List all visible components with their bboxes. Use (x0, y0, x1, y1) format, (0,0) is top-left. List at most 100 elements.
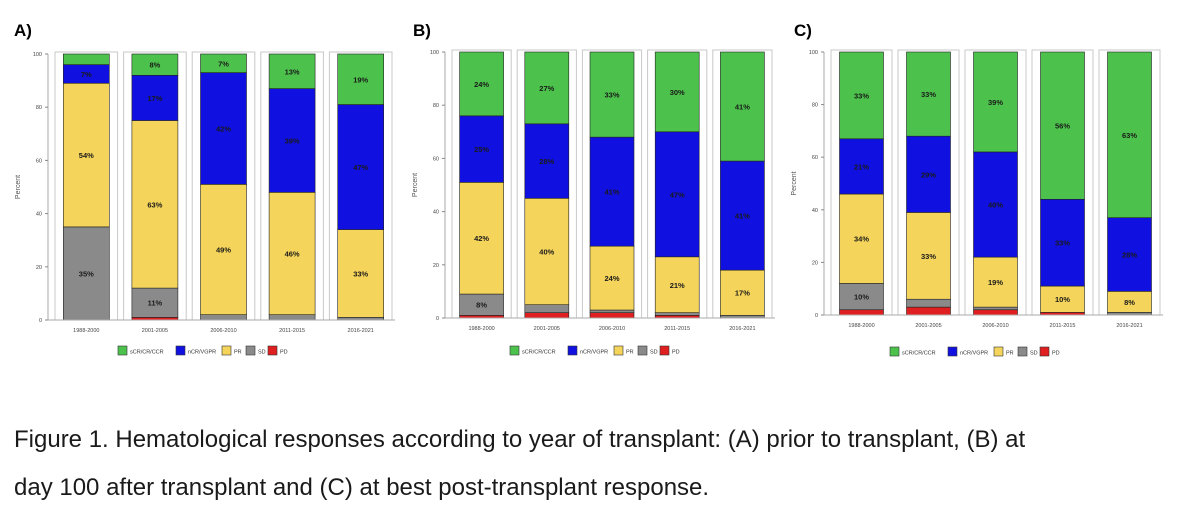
bar-pd (906, 306, 951, 316)
bar-data-label: 40% (988, 201, 1003, 210)
bar-scr-cr-ccr (906, 51, 951, 137)
y-tick-label: 0 (436, 316, 439, 322)
legend-swatch (637, 345, 648, 356)
bar-data-label: 8% (476, 301, 487, 310)
x-tick-label: 2011-2015 (664, 326, 690, 332)
bar-data-label: 17% (735, 289, 750, 298)
x-tick-label: 2001-2005 (142, 328, 168, 334)
x-tick-label: 2001-2005 (915, 323, 941, 329)
panel-label: B) (413, 21, 431, 40)
bar-pr (459, 182, 504, 295)
x-tick-label: 2006-2010 (210, 328, 236, 334)
bar-pr (200, 184, 247, 315)
bar-pr (589, 245, 635, 311)
bar-sd (654, 312, 700, 316)
legend-label: PR (234, 350, 242, 356)
bar-data-label: 10% (1055, 295, 1070, 304)
bar-data-label: 27% (539, 84, 554, 93)
legend-label: PD (1052, 351, 1060, 357)
legend-swatch (567, 345, 578, 356)
bar-data-label: 63% (1122, 131, 1137, 140)
bar-data-label: 33% (1055, 239, 1070, 248)
bar-ncr-vgpr (1040, 198, 1085, 287)
y-tick-label: 0 (39, 318, 42, 324)
bar-sd (200, 314, 247, 321)
bar-pr (654, 256, 700, 313)
legend-label: sCR/CR/CCR (522, 350, 556, 356)
x-tick-label: 2011-2015 (1050, 323, 1076, 329)
bar-pr (131, 120, 179, 289)
panel-label: A) (14, 21, 32, 40)
x-tick-label: 2016-2021 (1116, 323, 1142, 329)
bar-ncr-vgpr (654, 131, 700, 258)
bar-data-label: 17% (147, 94, 162, 103)
bar-data-label: 35% (79, 269, 94, 278)
x-tick-label: 2006-2010 (599, 326, 625, 332)
bar-data-label: 10% (854, 293, 869, 302)
legend-swatch (221, 345, 232, 356)
bar-data-label: 19% (353, 75, 368, 84)
y-tick-label: 20 (812, 260, 818, 266)
bar-data-label: 33% (353, 269, 368, 278)
bar-sd (131, 287, 179, 318)
y-tick-label: 100 (809, 50, 818, 56)
y-tick-label: 80 (36, 105, 42, 111)
y-axis-label: Percent (15, 175, 22, 199)
bar-scr-cr-ccr (654, 51, 700, 133)
bar-data-label: 28% (539, 157, 554, 166)
y-tick-label: 80 (433, 103, 439, 109)
bar-scr-cr-ccr (131, 53, 179, 76)
bar-pd (524, 312, 570, 319)
legend-label: sCR/CR/CCR (130, 350, 164, 356)
y-tick-label: 40 (433, 210, 439, 216)
legend-label: nCR/VGPR (188, 350, 216, 356)
y-tick-label: 20 (433, 263, 439, 269)
bar-data-label: 30% (670, 88, 685, 97)
y-tick-label: 100 (430, 50, 439, 56)
chart-panel-c: C) Percent 0 20 40 60 80 100 10% 34% 21% 33% 1988-20… (791, 21, 1163, 357)
bar-data-label: 63% (147, 200, 162, 209)
x-tick-label: 2001-2005 (534, 326, 560, 332)
legend-swatch (175, 345, 186, 356)
bar-data-label: 41% (735, 103, 750, 112)
bar-pr (337, 229, 385, 318)
bar-data-label: 25% (474, 145, 489, 154)
bar-sd (906, 298, 951, 308)
y-tick-label: 0 (815, 313, 818, 319)
bar-scr-cr-ccr (720, 51, 765, 162)
bar-pd (839, 309, 884, 316)
legend-swatch (1039, 346, 1050, 357)
bar-pd (589, 312, 635, 319)
bar-pd (973, 309, 1018, 316)
bar-data-label: 24% (604, 274, 619, 283)
bar-sd (973, 306, 1018, 311)
legend-label: SD (258, 350, 266, 356)
bar-data-label: 13% (285, 67, 300, 76)
bar-pr (268, 192, 316, 315)
y-tick-label: 60 (36, 158, 42, 164)
bar-scr-cr-ccr (524, 51, 570, 125)
bar-data-label: 24% (474, 80, 489, 89)
x-tick-label: 1988-2000 (468, 326, 494, 332)
legend-label: nCR/VGPR (960, 351, 988, 357)
bar-data-label: 39% (285, 136, 300, 145)
bar-data-label: 33% (604, 91, 619, 100)
figure-caption-line-2: day 100 after transplant and (C) at best… (14, 474, 710, 501)
bar-scr-cr-ccr (337, 53, 385, 105)
bar-ncr-vgpr (200, 72, 247, 185)
bar-data-label: 41% (604, 188, 619, 197)
y-tick-label: 80 (812, 103, 818, 109)
bar-data-label: 7% (218, 59, 229, 68)
legend-label: PR (626, 350, 634, 356)
bar-data-label: 11% (148, 299, 163, 308)
bar-sd (524, 304, 570, 313)
bar-data-label: 19% (988, 278, 1003, 287)
bar-data-label: 33% (921, 90, 936, 99)
legend-swatch (613, 345, 624, 356)
bar-data-label: 21% (670, 281, 685, 290)
bar-pr (973, 256, 1018, 308)
legend-label: PD (672, 350, 680, 356)
y-tick-label: 40 (812, 208, 818, 214)
bar-scr-cr-ccr (839, 51, 884, 140)
bar-data-label: 21% (854, 162, 869, 171)
